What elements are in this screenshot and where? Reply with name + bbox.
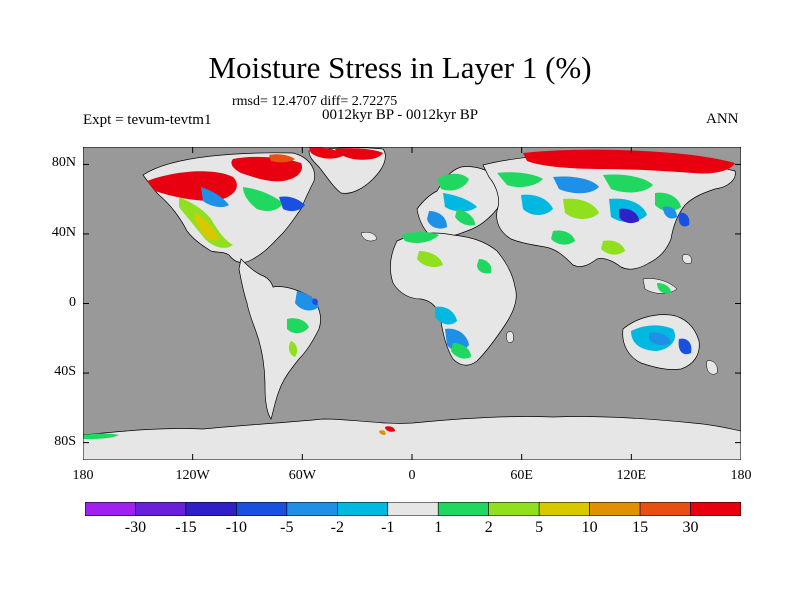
colorbar-label: 15 (632, 519, 649, 536)
africa-region (390, 232, 517, 366)
stats-line: rmsd= 12.4707 diff= 2.72275 (232, 94, 398, 109)
colorbar-cell (488, 502, 540, 516)
colorbar (85, 502, 741, 516)
greenland-region (269, 147, 386, 194)
colorbar-label: -10 (225, 519, 248, 536)
y-tick-label: 40N (51, 224, 76, 240)
y-tick-label: 40S (54, 364, 76, 380)
colorbar-label: -30 (124, 519, 147, 536)
experiment-label: Expt = tevum-tevtm1 (83, 112, 212, 128)
colorbar-cell (286, 502, 338, 516)
plot-title: Moisture Stress in Layer 1 (%) (208, 50, 592, 85)
x-tick-label: 180 (730, 468, 752, 483)
asia-region (482, 149, 736, 294)
colorbar-label: -5 (280, 519, 294, 536)
axis-tick-marks (83, 147, 741, 460)
colorbar-label: 1 (434, 519, 443, 536)
australia-region (622, 314, 700, 370)
period-line: 0012kyr BP - 0012kyr BP (322, 107, 479, 123)
colorbar-cell (85, 502, 136, 516)
colorbar-cell (690, 502, 741, 516)
x-tick-label: 60E (510, 468, 533, 483)
colorbar-cell (337, 502, 389, 516)
y-tick-label: 80N (51, 155, 76, 171)
x-tick-label: 120W (175, 468, 210, 483)
x-tick-label: 0 (408, 468, 416, 483)
x-tick-label: 60W (288, 468, 316, 483)
world-map (83, 147, 741, 460)
colorbar-cell (437, 502, 489, 516)
colorbar-label: -2 (330, 519, 344, 536)
islands-region (360, 232, 718, 375)
colorbar-cell (236, 502, 288, 516)
colorbar-cell (135, 502, 187, 516)
colorbar-label: 2 (484, 519, 493, 536)
colorbar-cell (387, 502, 439, 516)
colorbar-label: 5 (535, 519, 544, 536)
colorbar-label: -1 (381, 519, 395, 536)
colorbar-cell (639, 502, 691, 516)
colorbar-cell (185, 502, 237, 516)
colorbar-label: 10 (581, 519, 598, 536)
x-tick-label: 180 (72, 468, 94, 483)
colorbar-label: 30 (682, 519, 699, 536)
y-tick-label: 0 (69, 294, 76, 310)
season-label: ANN (706, 111, 739, 127)
north-america-region (142, 152, 315, 263)
south-america-region (238, 258, 321, 420)
colorbar-label: -15 (175, 519, 197, 536)
y-tick-label: 80S (54, 433, 76, 449)
europe-region (309, 147, 503, 238)
antarctica-region (83, 416, 741, 460)
x-tick-label: 120E (616, 468, 647, 483)
colorbar-cell (538, 502, 590, 516)
colorbar-cell (589, 502, 641, 516)
